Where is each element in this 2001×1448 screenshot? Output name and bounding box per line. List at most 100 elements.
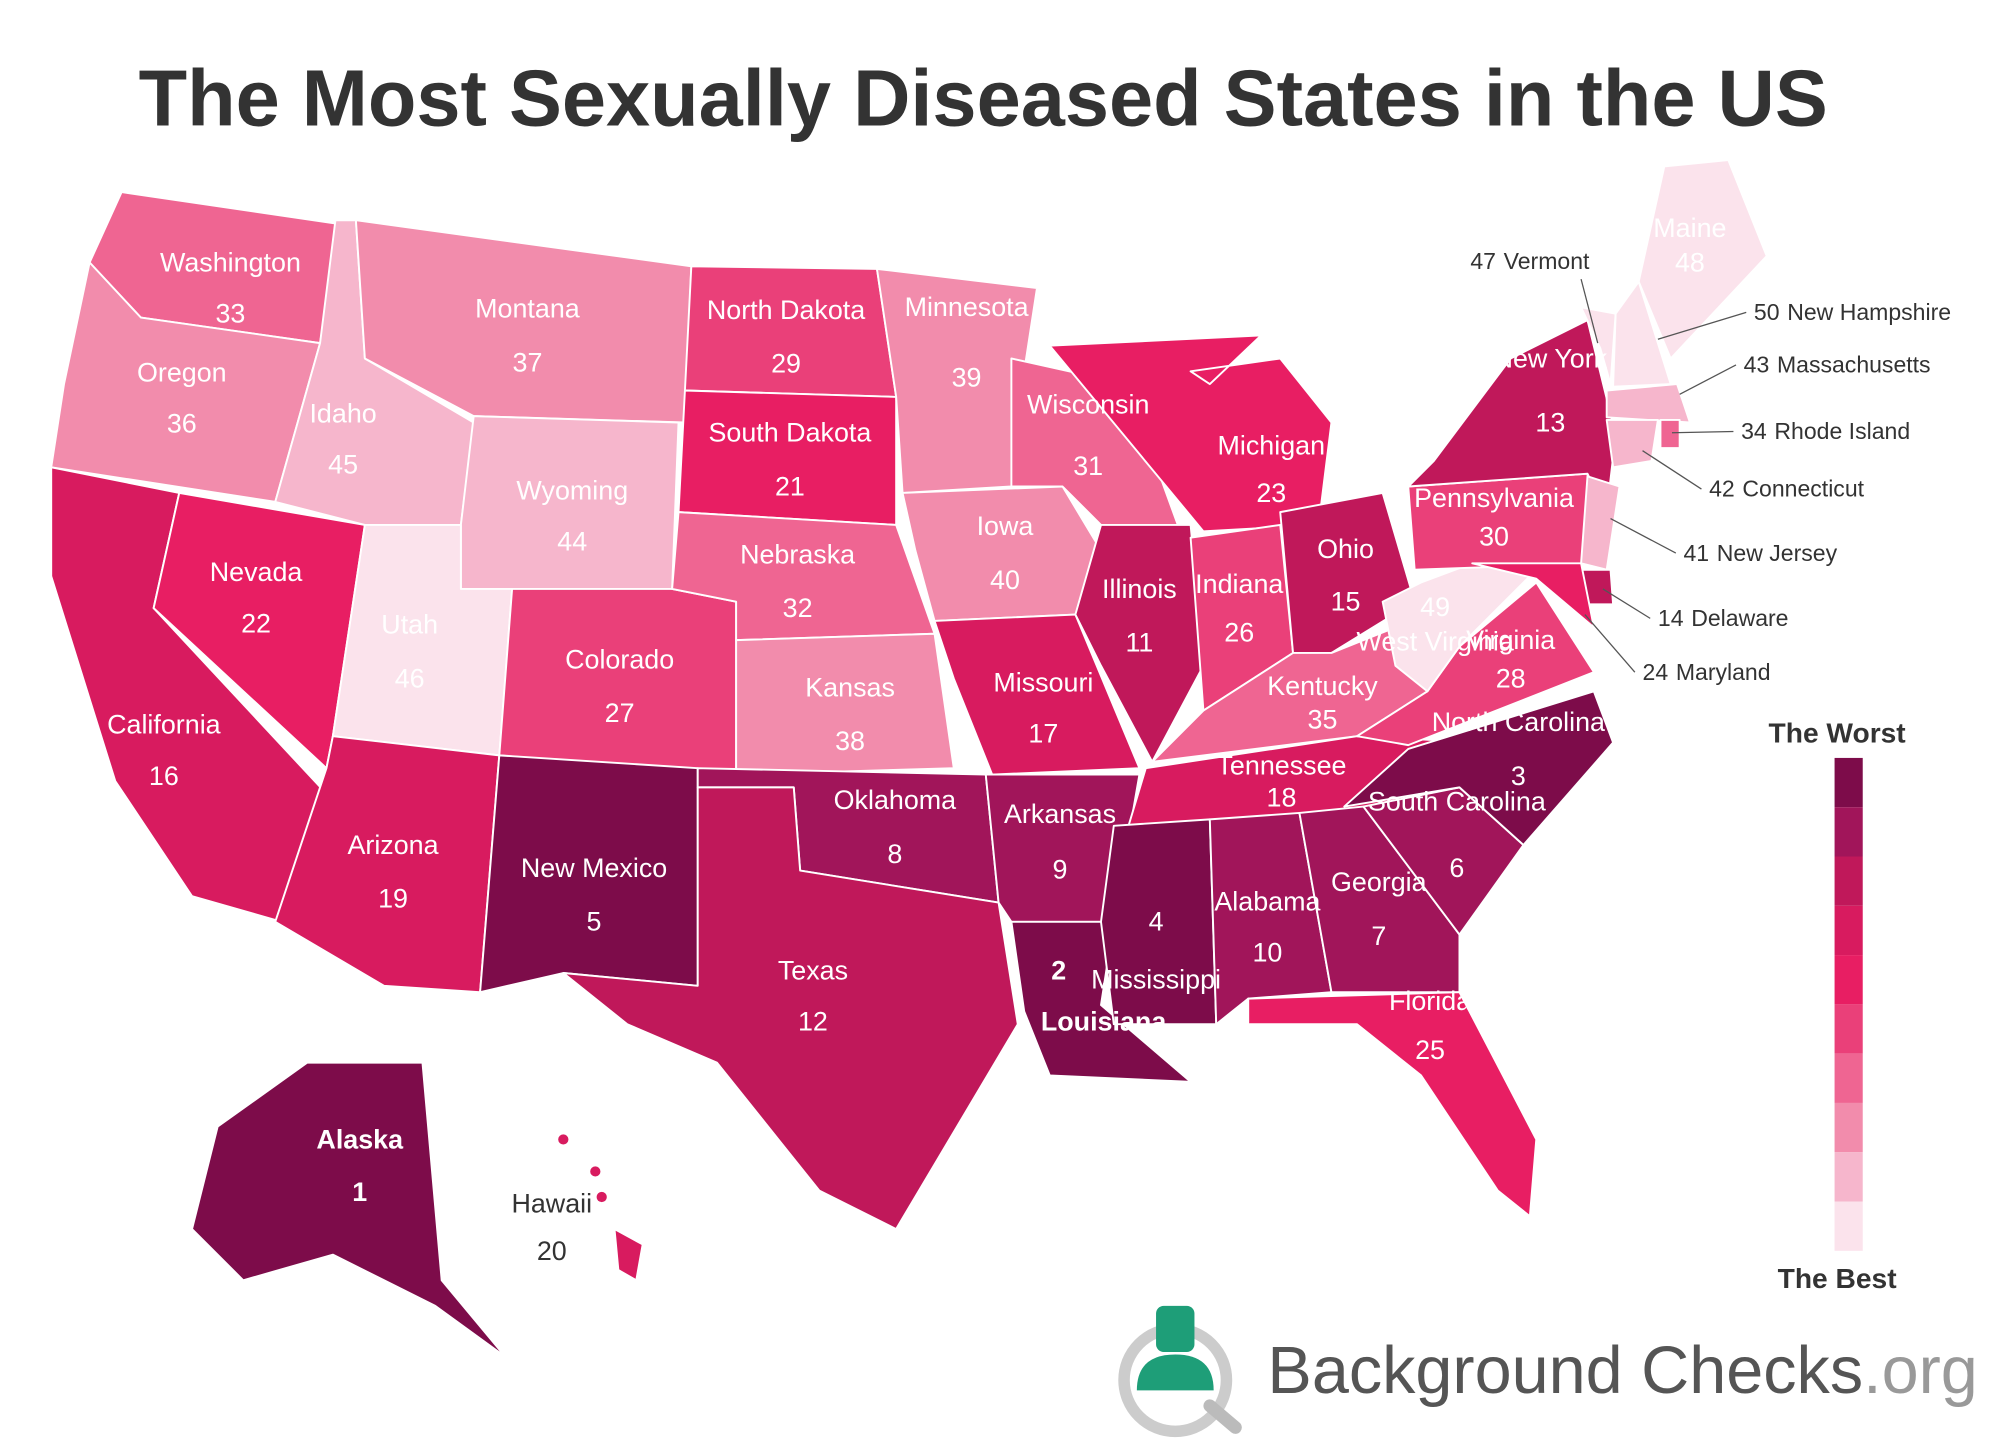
- state-name: New Mexico: [521, 853, 667, 883]
- state-rank: 13: [1535, 407, 1565, 437]
- state: [1580, 306, 1617, 386]
- state-rank: 20: [537, 1236, 567, 1266]
- legend-step: [1834, 1053, 1863, 1103]
- state: [562, 786, 1019, 1231]
- title: The Most Sexually Diseased States in the…: [139, 53, 1828, 142]
- state-rank: 37: [513, 347, 543, 377]
- state-label: 24 Maryland: [1643, 659, 1771, 685]
- state-name: Hawaii: [511, 1188, 592, 1218]
- state-rank: 6: [1449, 853, 1464, 883]
- state: [1605, 418, 1659, 469]
- state-rank: 15: [1331, 587, 1361, 617]
- legend-step: [1834, 955, 1863, 1005]
- legend-bottom: The Best: [1778, 1263, 1898, 1294]
- state-name: Arizona: [347, 830, 438, 860]
- state-name: Massachusetts: [1777, 352, 1931, 378]
- brand: Background Checks.org: [1267, 1334, 1977, 1408]
- brand-suffix: .org: [1863, 1334, 1978, 1408]
- state-rank: 10: [1252, 937, 1282, 967]
- state-name: Pennsylvania: [1414, 483, 1574, 513]
- states: [50, 159, 1768, 1359]
- state: [613, 1228, 644, 1282]
- state-rank: 1: [352, 1177, 367, 1207]
- state-name: Florida: [1389, 986, 1471, 1016]
- state-rank: 30: [1479, 521, 1509, 551]
- legend-step: [1834, 757, 1863, 808]
- state-rank: 4: [1149, 907, 1164, 937]
- logo-head: [1156, 1305, 1195, 1352]
- state-name: Washington: [160, 247, 301, 277]
- state-name: Nebraska: [740, 539, 855, 569]
- state-name: New York: [1494, 343, 1608, 373]
- leader-line: [1584, 614, 1636, 673]
- state-name: Delaware: [1691, 605, 1788, 631]
- brand-name: Background Checks: [1267, 1334, 1863, 1408]
- state: [1580, 475, 1621, 571]
- state: [1605, 383, 1691, 424]
- state-rank: 29: [771, 349, 801, 379]
- state-name: Texas: [778, 955, 848, 985]
- state-name: North Carolina: [1432, 707, 1605, 737]
- state-rank: 39: [952, 363, 982, 393]
- state-name: Oklahoma: [834, 785, 957, 815]
- state-rank: 43: [1744, 352, 1770, 378]
- state-name: Louisiana: [1041, 1007, 1167, 1037]
- state: [1100, 818, 1218, 1026]
- state-rank: 25: [1415, 1035, 1445, 1065]
- state-rank: 44: [557, 527, 587, 557]
- state-name: Wyoming: [516, 475, 628, 505]
- legend-step: [1834, 905, 1863, 956]
- state-rank: 47: [1470, 248, 1496, 274]
- legend-step: [1834, 856, 1863, 906]
- state-name: Maryland: [1676, 659, 1771, 685]
- state: [1208, 812, 1333, 1026]
- state-rank: 8: [887, 839, 902, 869]
- logo-body: [1136, 1354, 1214, 1391]
- state-name: New Hampshire: [1787, 299, 1951, 325]
- state-label: 47 Vermont: [1470, 248, 1590, 274]
- state-rank: 21: [775, 471, 805, 501]
- state-name: West Virginia: [1356, 626, 1513, 656]
- state-name: Montana: [475, 294, 580, 324]
- island: [558, 1134, 569, 1145]
- state-rank: 16: [149, 761, 179, 791]
- state-name: Tennessee: [1217, 751, 1347, 781]
- island: [596, 1191, 607, 1203]
- state: [191, 1061, 507, 1359]
- leader-line: [1679, 364, 1737, 395]
- state-rank: 7: [1371, 921, 1386, 951]
- state-rank: 34: [1741, 418, 1767, 444]
- legend-step: [1834, 1102, 1863, 1153]
- state-label: 14 Delaware: [1658, 605, 1789, 631]
- state: [1471, 562, 1595, 629]
- state-label: 43 Massachusetts: [1744, 352, 1931, 378]
- logo-handle: [1203, 1399, 1242, 1434]
- state-rank: 26: [1224, 617, 1254, 647]
- state-rank: 48: [1675, 247, 1705, 277]
- state-name: Iowa: [977, 511, 1034, 541]
- state-name: Alaska: [316, 1124, 404, 1154]
- state-name: Utah: [381, 610, 438, 640]
- legend-step: [1834, 1201, 1863, 1251]
- state-label: 50 New Hampshire: [1754, 299, 1951, 325]
- state-rank: 31: [1073, 451, 1103, 481]
- state: [1637, 159, 1768, 360]
- state-rank: 2: [1051, 955, 1066, 985]
- state-rank: 35: [1308, 704, 1338, 734]
- state-name: Maine: [1653, 213, 1726, 243]
- state: [677, 389, 898, 526]
- state-rank: 5: [587, 907, 602, 937]
- legend-top: The Worst: [1769, 718, 1907, 749]
- island: [590, 1166, 601, 1177]
- state-name: Michigan: [1217, 431, 1325, 461]
- state-rank: 18: [1267, 783, 1297, 813]
- state-name: Ohio: [1317, 534, 1374, 564]
- state: [498, 587, 738, 776]
- state-rank: 23: [1256, 478, 1286, 508]
- state: [933, 613, 1141, 776]
- state-name: Colorado: [565, 644, 674, 674]
- state-name: Idaho: [309, 399, 376, 429]
- state-rank: 27: [605, 698, 635, 728]
- state-name: Vermont: [1504, 248, 1590, 274]
